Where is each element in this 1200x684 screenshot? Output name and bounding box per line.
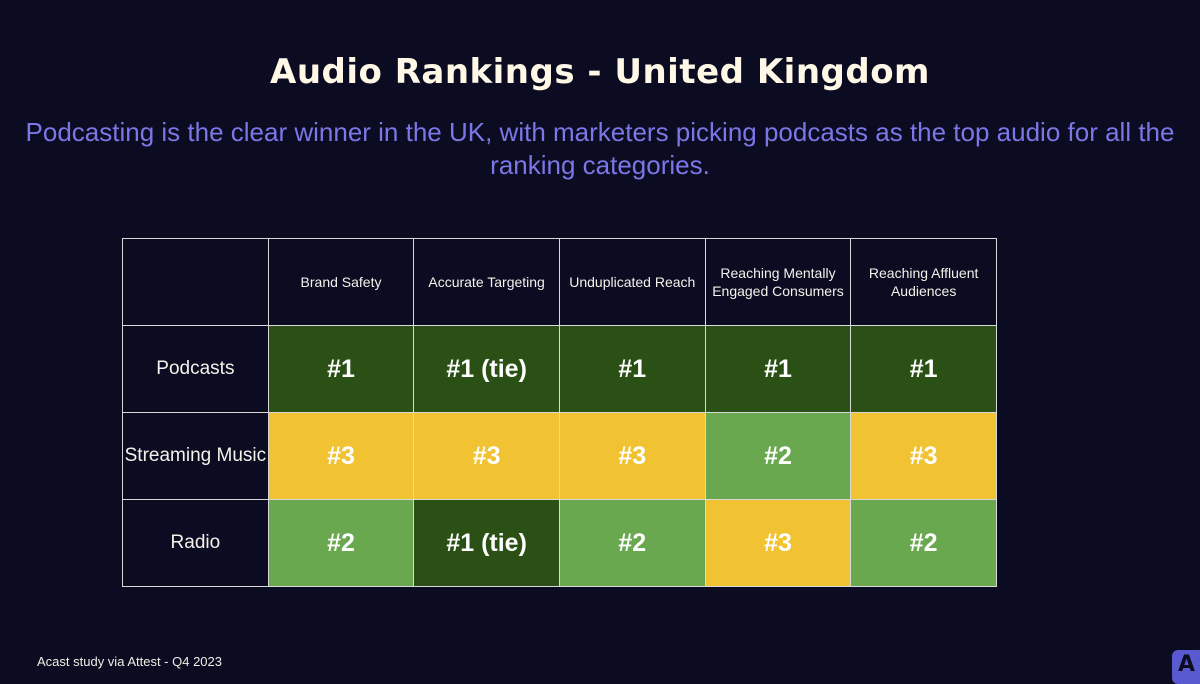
rank-cell: #2 <box>850 499 997 587</box>
rankings-table: Brand Safety Accurate Targeting Unduplic… <box>122 238 997 587</box>
rank-cell: #1 <box>704 325 852 413</box>
rank-cell: #1 <box>850 325 997 413</box>
row-header: Podcasts <box>122 325 269 413</box>
subtitle: Podcasting is the clear winner in the UK… <box>25 117 1175 180</box>
column-header: Reaching Affluent Audiences <box>850 238 997 326</box>
rank-cell: #2 <box>267 499 415 587</box>
column-header: Brand Safety <box>267 238 415 326</box>
rank-cell: #1 <box>558 325 706 413</box>
source-footnote: Acast study via Attest - Q4 2023 <box>37 654 222 669</box>
rank-cell: #1 (tie) <box>413 499 560 587</box>
corner-cell <box>122 238 269 326</box>
row-header: Radio <box>122 499 269 587</box>
table-row: Podcasts #1 #1 (tie) #1 #1 #1 <box>122 325 997 413</box>
table-row: Radio #2 #1 (tie) #2 #3 #2 <box>122 499 997 587</box>
column-header: Reaching Mentally Engaged Consumers <box>704 238 852 326</box>
acast-logo-icon: A <box>1172 650 1200 684</box>
rank-cell: #2 <box>558 499 706 587</box>
rank-cell: #3 <box>850 412 997 500</box>
rank-cell: #3 <box>704 499 852 587</box>
rank-cell: #1 (tie) <box>413 325 560 413</box>
rank-cell: #3 <box>558 412 706 500</box>
row-header: Streaming Music <box>122 412 269 500</box>
table-row: Streaming Music #3 #3 #3 #2 #3 <box>122 412 997 500</box>
column-header: Accurate Targeting <box>413 238 560 326</box>
column-header: Unduplicated Reach <box>558 238 706 326</box>
rank-cell: #2 <box>704 412 852 500</box>
header-row: Brand Safety Accurate Targeting Unduplic… <box>122 238 997 326</box>
page-title: Audio Rankings - United Kingdom <box>270 52 930 92</box>
rank-cell: #3 <box>267 412 415 500</box>
rank-cell: #1 <box>267 325 415 413</box>
rank-cell: #3 <box>413 412 560 500</box>
